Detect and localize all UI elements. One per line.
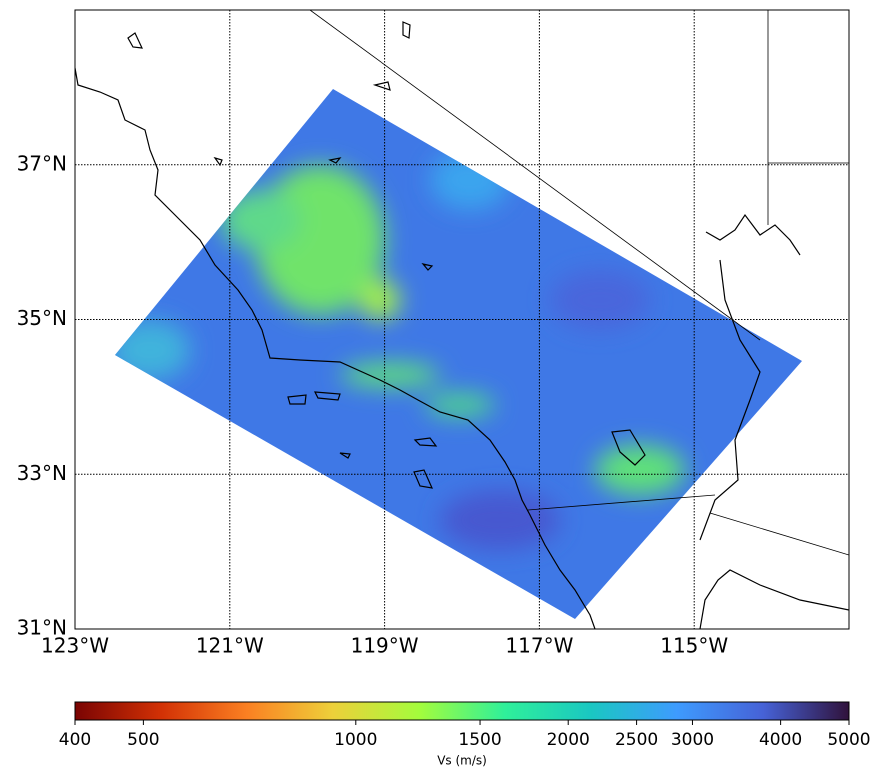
velocity-field: [115, 89, 802, 619]
colorbar-tick-label: 4000: [759, 730, 802, 750]
y-tick-label: 35°N: [17, 306, 67, 330]
colorbar-tick-label: 2000: [547, 730, 590, 750]
colorbar-tick-label: 500: [127, 730, 159, 750]
x-tick-label: 123°W: [41, 634, 109, 658]
x-tick-label: 117°W: [505, 634, 573, 658]
colorbar: [74, 701, 850, 721]
y-tick-label: 37°N: [17, 151, 67, 175]
ticks: 123°W 121°W 119°W 117°W 115°W 31°N 33°N 35°N 37°…: [17, 151, 871, 750]
y-tick-label: 31°N: [17, 616, 67, 640]
x-tick-label: 121°W: [196, 634, 264, 658]
colorbar-tick-label: 3000: [671, 730, 714, 750]
coastlines: [75, 10, 849, 629]
colorbar-tick-label: 1000: [334, 730, 377, 750]
x-tick-label: 119°W: [351, 634, 419, 658]
x-tick-label: 115°W: [660, 634, 728, 658]
colorbar-label: Vs (m/s): [437, 754, 487, 768]
colorbar-tick-label: 400: [59, 730, 91, 750]
colorbar-tick-label: 1500: [458, 730, 501, 750]
colorbar-tick-label: 2500: [615, 730, 658, 750]
y-tick-label: 33°N: [17, 461, 67, 485]
colorbar-tick-label: 5000: [827, 730, 870, 750]
axes-frame: [74, 9, 850, 630]
